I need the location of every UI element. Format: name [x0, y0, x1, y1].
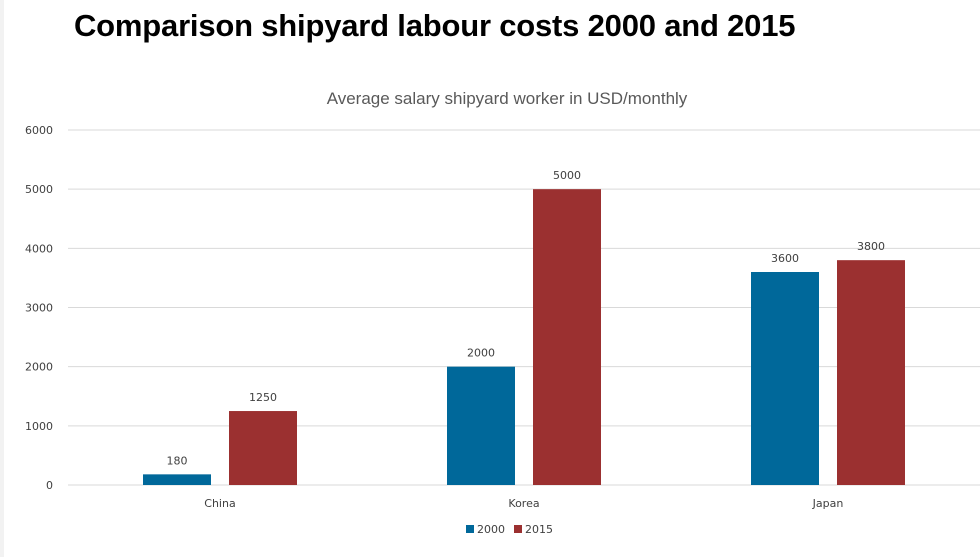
category-labels: China Korea Japan — [204, 497, 843, 510]
data-label-china-2000: 180 — [167, 454, 188, 467]
bars — [143, 189, 905, 485]
y-tick-label: 2000 — [25, 361, 53, 374]
y-tick-label: 0 — [46, 479, 53, 492]
category-label-korea: Korea — [508, 497, 539, 510]
legend-swatch-2015 — [514, 525, 522, 533]
legend-label-2015: 2015 — [525, 523, 553, 536]
gridlines — [68, 129, 980, 486]
bar-korea-2000 — [447, 366, 515, 485]
category-label-japan: Japan — [812, 497, 844, 510]
bar-china-2015 — [229, 411, 297, 485]
category-label-china: China — [204, 497, 235, 510]
data-labels: 180 1250 2000 5000 3600 3800 — [167, 169, 886, 467]
y-tick-label: 5000 — [25, 183, 53, 196]
legend: 2000 2015 — [466, 523, 553, 536]
y-tick-label: 1000 — [25, 420, 53, 433]
bar-japan-2015 — [837, 260, 905, 485]
bar-japan-2000 — [751, 272, 819, 485]
data-label-japan-2000: 3600 — [771, 252, 799, 265]
data-label-korea-2015: 5000 — [553, 169, 581, 182]
chart-title: Average salary shipyard worker in USD/mo… — [327, 89, 688, 108]
data-label-korea-2000: 2000 — [467, 347, 495, 360]
y-tick-label: 3000 — [25, 302, 53, 315]
y-axis-ticks: 0 1000 2000 3000 4000 5000 6000 — [25, 124, 53, 492]
data-label-china-2015: 1250 — [249, 391, 277, 404]
legend-swatch-2000 — [466, 525, 474, 533]
y-tick-label: 4000 — [25, 242, 53, 255]
data-label-japan-2015: 3800 — [857, 240, 885, 253]
bar-china-2000 — [143, 474, 211, 485]
page-left-edge — [0, 0, 4, 557]
page-title: Comparison shipyard labour costs 2000 an… — [74, 8, 796, 43]
bar-korea-2015 — [533, 189, 601, 485]
y-tick-label: 6000 — [25, 124, 53, 137]
legend-label-2000: 2000 — [477, 523, 505, 536]
